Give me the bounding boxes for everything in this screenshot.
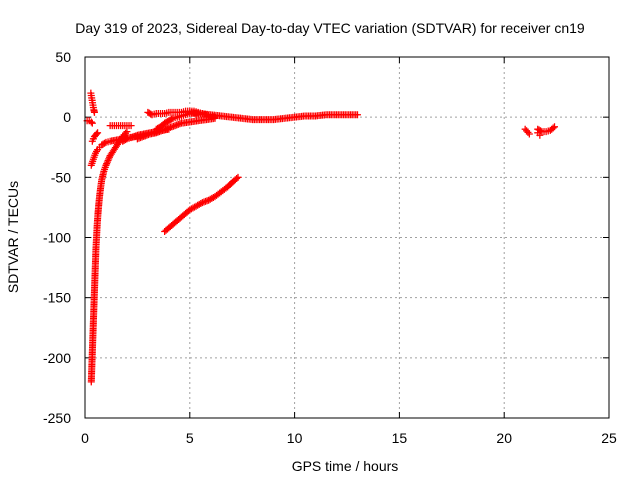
data-point: [88, 119, 96, 127]
data-point: [353, 111, 361, 119]
x-tick-label: 15: [392, 430, 408, 446]
data-point: [127, 122, 135, 130]
data-point: [123, 128, 131, 136]
y-tick-label: 0: [63, 109, 71, 125]
data-point: [122, 136, 130, 144]
data-point: [94, 129, 102, 137]
data-point: [549, 124, 557, 132]
data-series: [83, 89, 559, 386]
x-tick-label: 20: [496, 430, 512, 446]
grid: [85, 57, 609, 418]
x-tick-label: 5: [186, 430, 194, 446]
data-point: [551, 123, 559, 131]
y-tick-label: -200: [43, 350, 71, 366]
data-point: [105, 155, 113, 163]
data-point: [103, 160, 111, 168]
y-tick-label: -100: [43, 230, 71, 246]
data-point: [101, 139, 109, 147]
x-tick-label: 10: [287, 430, 303, 446]
data-point: [525, 130, 533, 138]
y-tick-label: -50: [51, 169, 71, 185]
plot-frame: [84, 56, 610, 419]
data-point: [103, 158, 111, 166]
y-axis-label: SDTVAR / TECUs: [5, 181, 21, 293]
x-tick-label: 25: [601, 430, 617, 446]
x-axis-ticks: 0 5 10 15 20 25: [81, 57, 617, 446]
data-point: [102, 161, 110, 169]
data-point: [524, 128, 532, 136]
y-axis-ticks: -250 -200 -150 -100 -50 0 50: [43, 49, 609, 426]
data-point: [93, 130, 101, 138]
data-point: [87, 118, 95, 126]
chart-title: Day 319 of 2023, Sidereal Day-to-day VTE…: [75, 20, 585, 36]
data-point: [197, 200, 205, 208]
data-point: [90, 108, 98, 116]
data-point: [233, 175, 241, 183]
y-tick-label: -250: [43, 410, 71, 426]
data-point: [168, 115, 176, 123]
data-point: [234, 173, 242, 181]
data-point: [104, 156, 112, 164]
x-tick-label: 0: [81, 430, 89, 446]
data-point: [536, 131, 544, 139]
x-axis-label: GPS time / hours: [292, 458, 399, 474]
y-tick-label: -150: [43, 290, 71, 306]
y-tick-label: 50: [55, 49, 71, 65]
